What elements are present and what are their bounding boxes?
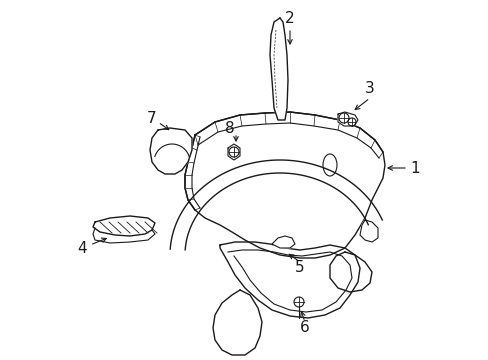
Polygon shape [329,252,371,292]
Polygon shape [213,290,262,355]
Polygon shape [337,112,357,126]
Text: 3: 3 [365,81,374,95]
Polygon shape [220,242,359,318]
Polygon shape [93,216,155,236]
Text: 7: 7 [147,111,157,126]
Text: 1: 1 [409,161,419,176]
Polygon shape [269,18,287,120]
Polygon shape [150,128,192,174]
Text: 5: 5 [295,261,304,275]
Polygon shape [359,220,377,242]
Text: 4: 4 [77,240,87,256]
Text: 6: 6 [300,320,309,336]
Polygon shape [271,236,294,248]
Text: 2: 2 [285,10,294,26]
Polygon shape [184,112,384,258]
Text: 8: 8 [225,121,234,135]
